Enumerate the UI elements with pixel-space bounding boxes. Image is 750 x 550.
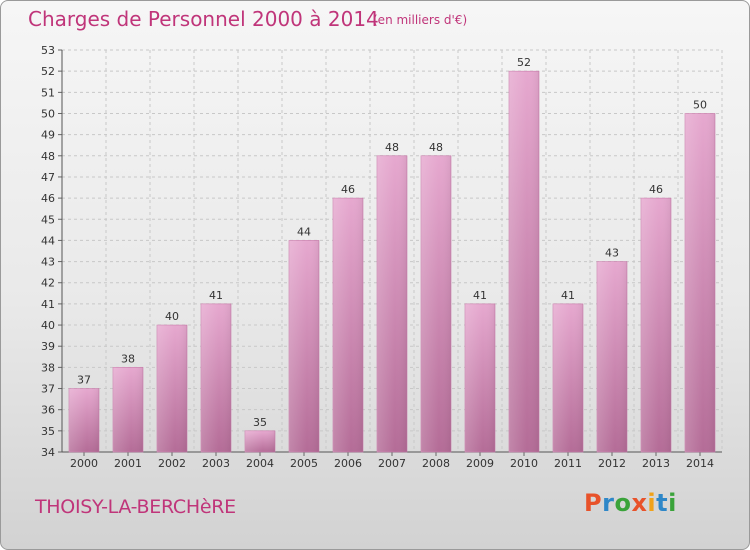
brand-letter: i <box>668 489 677 517</box>
brand-letter: o <box>614 489 632 517</box>
x-tick-label: 2000 <box>70 457 98 470</box>
y-tick-label: 40 <box>41 319 55 332</box>
data-label: 50 <box>693 98 707 111</box>
bar-highlight <box>421 155 451 452</box>
y-tick-label: 37 <box>41 383 55 396</box>
chart-title: Charges de Personnel 2000 à 2014 <box>28 7 379 31</box>
bar-highlight <box>289 240 319 452</box>
y-tick-label: 49 <box>41 129 55 142</box>
bar-highlight <box>465 303 495 452</box>
data-label: 41 <box>561 289 575 302</box>
x-tick-label: 2001 <box>114 457 142 470</box>
y-tick-label: 46 <box>41 192 55 205</box>
x-tick-label: 2005 <box>290 457 318 470</box>
data-label: 35 <box>253 416 267 429</box>
bar-highlight <box>377 155 407 452</box>
y-tick-label: 50 <box>41 107 55 120</box>
bar-highlight <box>201 303 231 452</box>
y-tick-label: 34 <box>41 446 55 459</box>
x-tick-label: 2010 <box>510 457 538 470</box>
data-label: 46 <box>341 183 355 196</box>
data-label: 38 <box>121 352 135 365</box>
x-tick-label: 2014 <box>686 457 714 470</box>
data-label: 41 <box>209 289 223 302</box>
x-tick-label: 2006 <box>334 457 362 470</box>
y-tick-label: 52 <box>41 65 55 78</box>
x-tick-label: 2002 <box>158 457 186 470</box>
brand-letter: i <box>647 489 657 517</box>
data-label: 44 <box>297 225 311 238</box>
data-label: 41 <box>473 289 487 302</box>
y-tick-label: 35 <box>41 425 55 438</box>
bar-highlight <box>69 388 99 452</box>
x-tick-label: 2003 <box>202 457 230 470</box>
y-tick-label: 39 <box>41 340 55 353</box>
y-tick-label: 45 <box>41 213 55 226</box>
bar-highlight <box>113 367 143 452</box>
bars <box>68 70 716 453</box>
commune-name: THOISY-LA-BERCHèRE <box>35 496 236 518</box>
brand-letter: P <box>584 489 603 517</box>
x-tick-label: 2011 <box>554 457 582 470</box>
bar-highlight <box>597 261 627 452</box>
y-tick-label: 36 <box>41 404 55 417</box>
data-label: 43 <box>605 247 619 260</box>
x-tick-label: 2004 <box>246 457 274 470</box>
y-tick-label: 51 <box>41 86 55 99</box>
chart-subtitle: (en milliers d'€) <box>373 13 468 27</box>
bar-highlight <box>333 198 363 452</box>
data-label: 52 <box>517 56 531 69</box>
bar-highlight <box>685 113 715 452</box>
data-label: 46 <box>649 183 663 196</box>
y-tick-label: 38 <box>41 361 55 374</box>
proxiti-logo[interactable]: Proxiti <box>584 489 677 517</box>
x-tick-label: 2012 <box>598 457 626 470</box>
bar-highlight <box>509 71 539 452</box>
x-tick-label: 2013 <box>642 457 670 470</box>
y-tick-label: 53 <box>41 44 55 57</box>
y-tick-label: 44 <box>41 234 55 247</box>
bar-highlight <box>641 198 671 452</box>
data-label: 48 <box>429 141 443 154</box>
value-labels: 37 38 40 41 35 44 46 48 48 41 52 41 43 46 50 <box>77 56 707 429</box>
data-label: 48 <box>385 141 399 154</box>
brand-letter: r <box>602 489 615 517</box>
y-tick-label: 48 <box>41 150 55 163</box>
bar-highlight <box>245 430 275 452</box>
y-tick-label: 42 <box>41 277 55 290</box>
brand-letter: t <box>656 489 669 517</box>
y-tick-label: 41 <box>41 298 55 311</box>
x-tick-label: 2007 <box>378 457 406 470</box>
x-tick-label: 2009 <box>466 457 494 470</box>
data-label: 37 <box>77 374 91 387</box>
y-tick-label: 43 <box>41 256 55 269</box>
brand-letter: x <box>631 489 648 517</box>
bar-highlight <box>553 303 583 452</box>
y-tick-label: 47 <box>41 171 55 184</box>
bar-highlight <box>157 325 187 452</box>
data-label: 40 <box>165 310 179 323</box>
x-tick-label: 2008 <box>422 457 450 470</box>
